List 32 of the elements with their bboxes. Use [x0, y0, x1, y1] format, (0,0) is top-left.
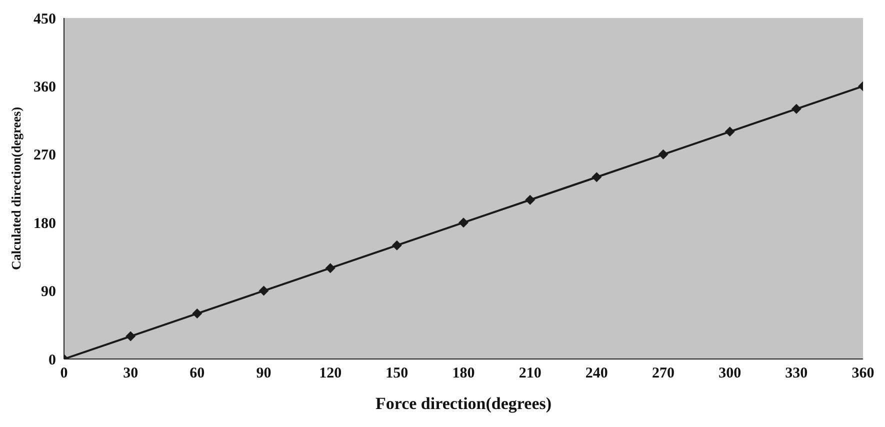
y-tick-label: 90 [41, 284, 56, 300]
x-tick-label: 240 [585, 366, 608, 382]
point [592, 172, 602, 182]
x-tick-label: 60 [190, 366, 205, 382]
x-tick-label: 180 [452, 366, 475, 382]
x-tick-label: 120 [319, 366, 342, 382]
point [392, 240, 402, 250]
point [325, 263, 336, 274]
x-axis-title: Force direction(degrees) [375, 394, 552, 413]
y-tick-label: 270 [34, 148, 56, 164]
point [791, 104, 802, 114]
point [724, 126, 735, 137]
x-tick-label: 330 [785, 366, 808, 382]
x-tick-label: 90 [256, 366, 272, 382]
x-tick-label: 0 [60, 366, 68, 382]
point [258, 286, 269, 296]
y-tick-label: 450 [34, 11, 56, 28]
x-tick-label: 300 [718, 366, 742, 382]
y-tick-label: 360 [34, 80, 56, 96]
y-tick-label: 0 [48, 352, 56, 368]
point [658, 149, 668, 160]
point [192, 308, 202, 319]
x-tick-label: 270 [652, 366, 674, 382]
x-tick-label: 210 [518, 366, 542, 382]
y-tick-label: 180 [34, 216, 56, 232]
point [525, 194, 536, 205]
point [458, 218, 468, 228]
y-axis-title: Calculated direction(degrees) [8, 106, 24, 270]
point [126, 331, 136, 342]
x-tick-label: 360 [852, 366, 874, 382]
x-tick-label: 30 [123, 366, 138, 382]
x-tick-label: 150 [386, 366, 408, 382]
